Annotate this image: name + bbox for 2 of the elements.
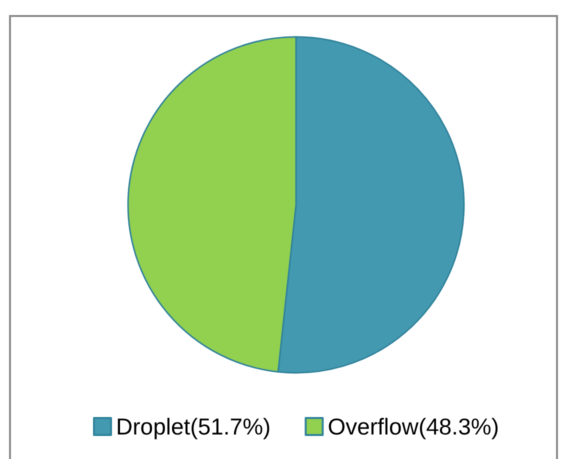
legend-label: Overflow(48.3%) (328, 414, 499, 440)
legend-label: Droplet(51.7%) (116, 414, 271, 440)
